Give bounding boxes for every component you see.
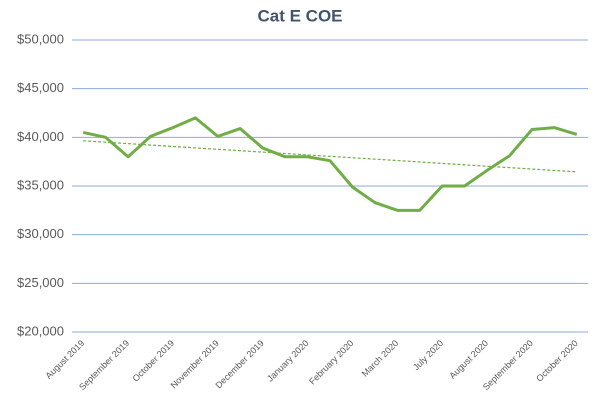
x-tick-label: October 2020 — [534, 338, 580, 384]
x-tick-label: February 2020 — [307, 338, 355, 386]
x-tick-label: July 2020 — [411, 338, 445, 372]
data-line — [82, 116, 578, 212]
y-tick-label: $20,000 — [17, 323, 64, 338]
x-tick-label: January 2020 — [265, 338, 311, 384]
y-tick-label: $50,000 — [17, 31, 64, 46]
y-tick-label: $45,000 — [17, 80, 64, 95]
x-tick-label: March 2020 — [360, 338, 401, 379]
y-tick-label: $35,000 — [17, 177, 64, 192]
x-tick-label: October 2019 — [130, 338, 176, 384]
x-tick-label: August 2020 — [447, 338, 490, 381]
y-tick-label: $40,000 — [17, 129, 64, 144]
y-tick-label: $30,000 — [17, 226, 64, 241]
y-tick-label: $25,000 — [17, 275, 64, 290]
chart-title: Cat E COE — [257, 6, 342, 25]
trendline — [83, 140, 577, 173]
x-tick-label: December 2019 — [213, 338, 265, 390]
x-tick-label: August 2019 — [43, 338, 86, 381]
